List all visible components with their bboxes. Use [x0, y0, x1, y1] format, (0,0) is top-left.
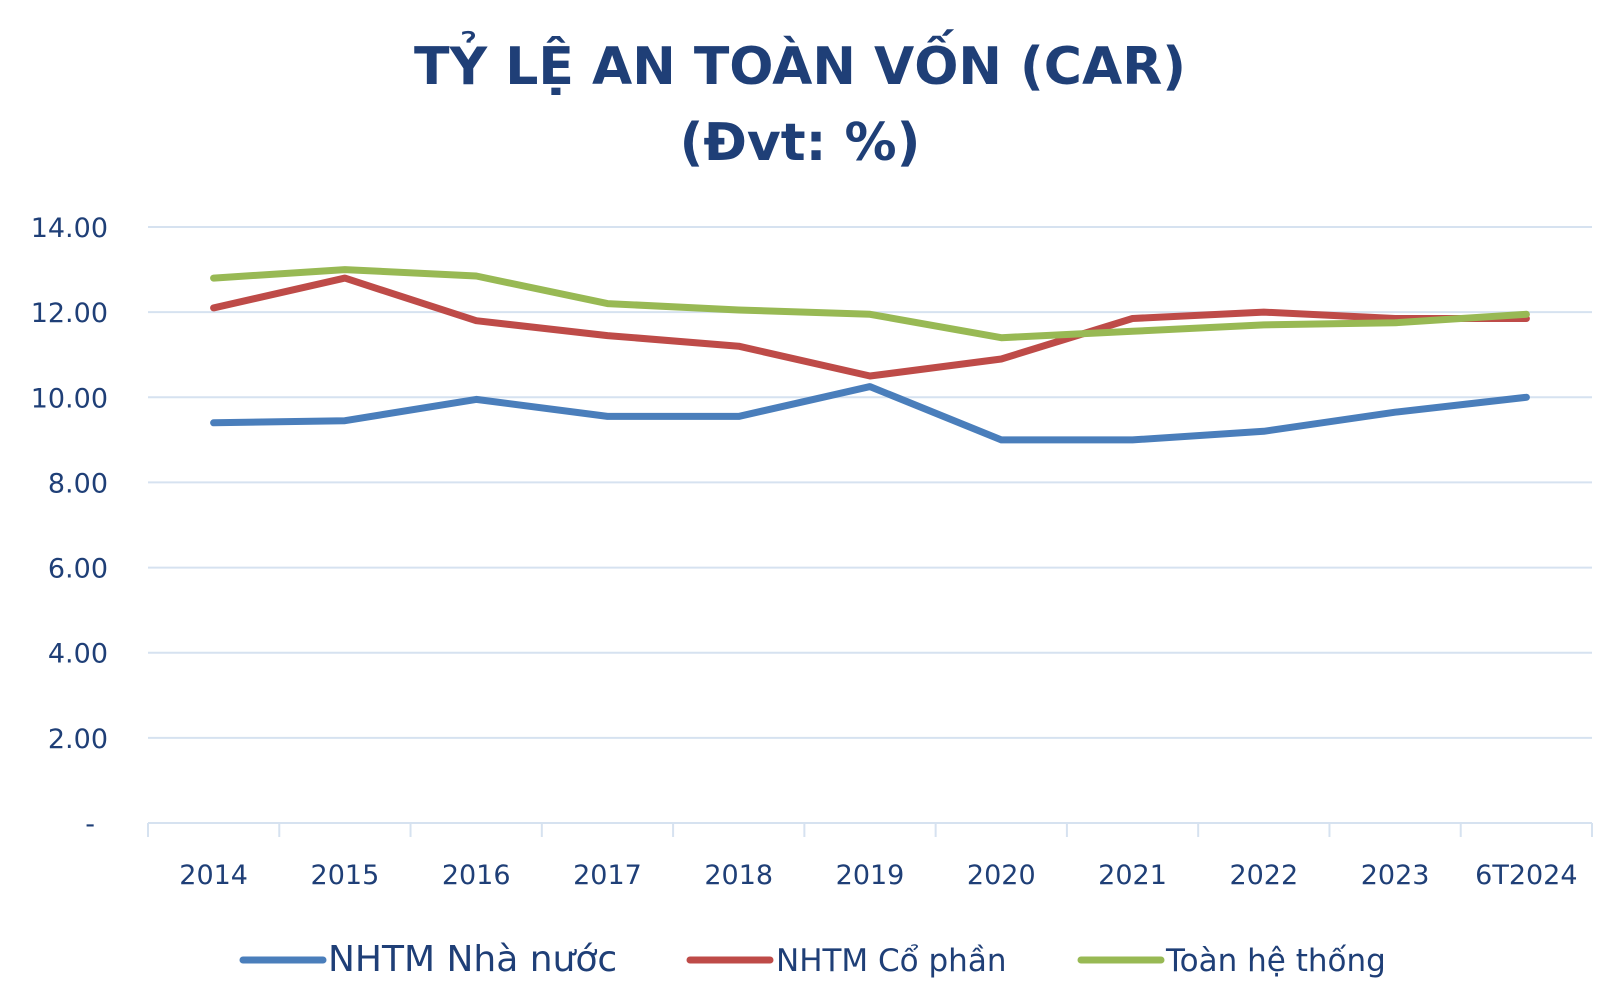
- legend-label: Toàn hệ thống: [1165, 943, 1386, 979]
- legend-item: Toàn hệ thống: [1077, 943, 1386, 979]
- y-tick-label: 8.00: [48, 468, 108, 499]
- x-tick-label: 2020: [967, 860, 1036, 891]
- x-tick-label: 2015: [311, 860, 380, 891]
- y-tick-label: 2.00: [48, 724, 108, 755]
- legend-label: NHTM Nhà nước: [328, 939, 617, 980]
- x-tick-label: 6T2024: [1475, 860, 1577, 891]
- y-tick-label: 14.00: [31, 213, 108, 244]
- x-tick-label: 2018: [704, 860, 773, 891]
- chart-title: TỶ LỆ AN TOÀN VỐN (CAR): [414, 29, 1186, 97]
- series-line: [210, 274, 1530, 380]
- y-tick-label: 12.00: [31, 298, 108, 329]
- y-tick-label: 6.00: [48, 554, 108, 585]
- series-lines: [210, 266, 1530, 444]
- y-tick-label: 4.00: [48, 639, 108, 670]
- x-tick-label: 2023: [1361, 860, 1430, 891]
- gridlines: [148, 226, 1592, 739]
- chart-subtitle: (Đvt: %): [680, 113, 921, 173]
- x-axis: [147, 822, 1593, 837]
- x-tick-label: 2019: [836, 860, 905, 891]
- legend: NHTM Nhà nước NHTM Cổ phần Toàn hệ thống: [239, 939, 1386, 980]
- y-tick-label: 10.00: [31, 383, 108, 414]
- y-tick-label: -: [85, 809, 95, 840]
- x-tick-label: 2014: [179, 860, 248, 891]
- series-line: [210, 266, 1530, 342]
- legend-item: NHTM Cổ phần: [686, 943, 1006, 979]
- series-line: [210, 383, 1530, 444]
- x-tick-label: 2022: [1229, 860, 1298, 891]
- legend-label: NHTM Cổ phần: [776, 943, 1006, 979]
- x-tick-label: 2017: [573, 860, 642, 891]
- x-tick-label: 2021: [1098, 860, 1167, 891]
- x-tick-label: 2016: [442, 860, 511, 891]
- y-tick-labels: - 2.00 4.00 6.00 8.00 10.00 12.00 14.00: [31, 213, 108, 840]
- legend-item: NHTM Nhà nước: [239, 939, 617, 980]
- x-tick-labels: 2014 2015 2016 2017 2018 2019 2020 2021 2022 2023…: [179, 860, 1577, 891]
